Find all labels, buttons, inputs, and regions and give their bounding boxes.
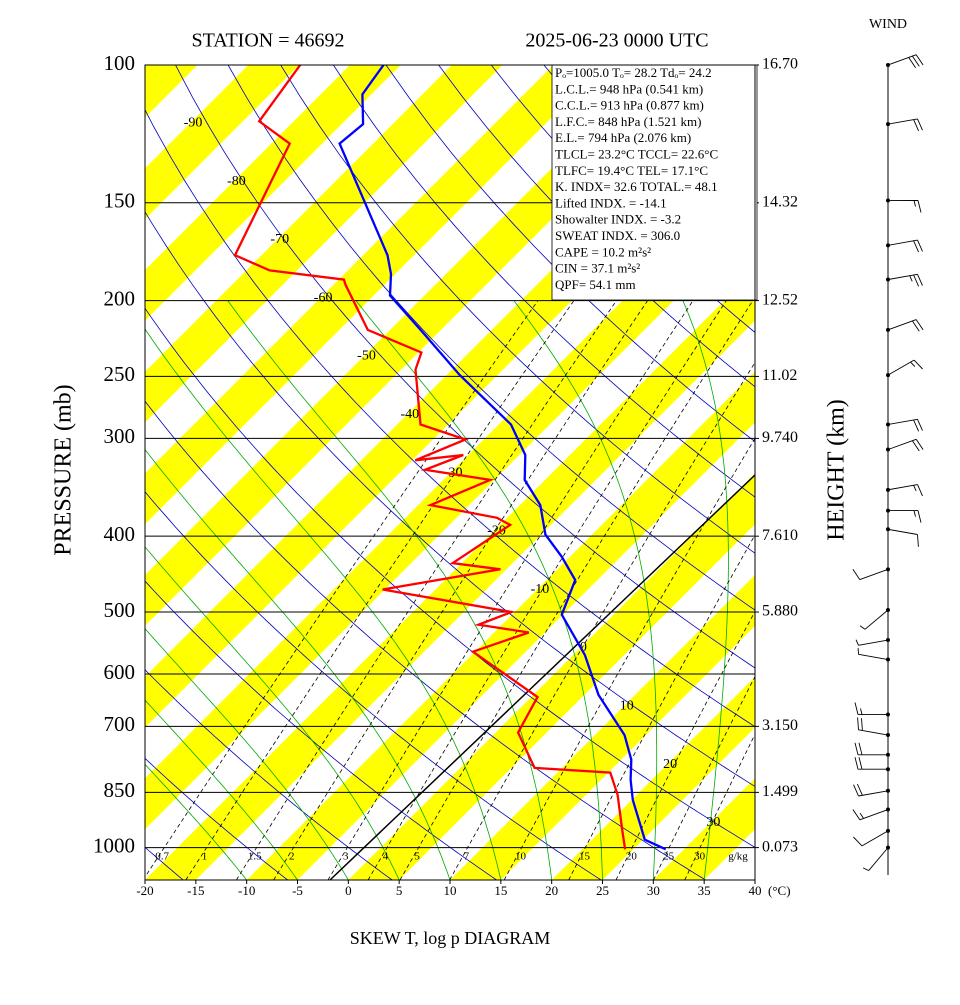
y2-tick-label: 12.52 (762, 291, 798, 308)
info-line: CIN = 37.1 m²s² (555, 261, 640, 276)
y-tick-label: 700 (104, 712, 136, 736)
mixing-ratio-label: 2 (289, 851, 295, 863)
x-tick-label: 20 (545, 883, 558, 898)
mixing-ratio-label: 25 (663, 851, 675, 863)
mixing-ratio-unit: g/kg (728, 851, 748, 863)
isotherm-label: -40 (401, 407, 420, 422)
isotherm-label: -10 (531, 582, 550, 597)
info-line: SWEAT INDX. = 306.0 (555, 228, 680, 243)
mixing-ratio-label: 30 (694, 851, 706, 863)
isotherm-label: 10 (620, 699, 634, 714)
y-tick-label: 200 (104, 286, 136, 310)
isotherm-label: -80 (227, 174, 246, 189)
isotherm-label: 20 (663, 757, 677, 772)
isotherm-label: -60 (314, 290, 333, 305)
y2-tick-label: 0.073 (762, 838, 798, 855)
y2-axis-label: HEIGHT (km) (824, 399, 850, 541)
x-tick-label: 40 (749, 883, 762, 898)
y-tick-label: 400 (104, 522, 136, 546)
info-line: C.C.L.= 913 hPa (0.877 km) (555, 98, 704, 113)
info-line: Pₒ=1005.0 Tₒ= 28.2 Tdₒ= 24.2 (555, 65, 712, 80)
y-axis-label: PRESSURE (mb) (51, 384, 77, 555)
y-tick-label: 500 (104, 598, 136, 622)
y-tick-label: 1000 (93, 833, 135, 857)
info-line: K. INDX= 32.6 TOTAL.= 48.1 (555, 179, 718, 194)
mixing-ratio-label: 20 (626, 851, 638, 863)
x-tick-label: 25 (596, 883, 609, 898)
y2-tick-label: 14.32 (762, 193, 798, 210)
mixing-ratio-label: 1.5 (248, 851, 262, 863)
isotherm-label: -70 (270, 232, 289, 247)
y-tick-label: 100 (104, 51, 136, 75)
x-unit: (°C) (768, 883, 791, 898)
wind-label: WIND (869, 17, 907, 32)
mixing-ratio-label: 0.7 (155, 851, 169, 863)
isotherm-label: -90 (184, 116, 203, 131)
y2-tick-label: 11.02 (762, 367, 797, 384)
x-tick-label: -10 (238, 883, 255, 898)
x-tick-label: 0 (345, 883, 352, 898)
info-line: L.F.C.= 848 hPa (1.521 km) (555, 114, 701, 129)
mixing-ratio-label: 5 (414, 851, 420, 863)
info-line: Showalter INDX. = -3.2 (555, 212, 681, 227)
y2-tick-label: 16.70 (762, 56, 798, 73)
mixing-ratio-label: 7 (464, 851, 470, 863)
x-tick-label: -20 (136, 883, 153, 898)
x-tick-label: 15 (494, 883, 507, 898)
y-tick-label: 150 (104, 189, 136, 213)
mixing-ratio-label: 15 (579, 851, 591, 863)
y-tick-label: 850 (104, 778, 136, 802)
mixing-ratio-label: 4 (383, 851, 389, 863)
mixing-ratio-label: 1 (202, 851, 208, 863)
x-tick-label: 5 (396, 883, 403, 898)
info-line: QPF= 54.1 mm (555, 277, 636, 292)
info-line: E.L.= 794 hPa (2.076 km) (555, 130, 691, 145)
station: STATION = 46692 (191, 30, 344, 52)
info-line: L.C.L.= 948 hPa (0.541 km) (555, 81, 703, 96)
info-line: CAPE = 10.2 m²s² (555, 244, 651, 259)
y2-tick-label: 9.740 (762, 429, 798, 446)
x-tick-label: 10 (444, 883, 457, 898)
y2-tick-label: 7.610 (762, 527, 798, 544)
info-line: TLFC= 19.4°C TEL= 17.1°C (555, 163, 708, 178)
info-line: Lifted INDX. = -14.1 (555, 195, 667, 210)
x-tick-label: 30 (647, 883, 660, 898)
info-line: TLCL= 23.2°C TCCL= 22.6°C (555, 146, 718, 161)
y2-tick-label: 1.499 (762, 783, 798, 800)
x-tick-label: 35 (698, 883, 711, 898)
isotherm-label: 30 (706, 815, 720, 830)
isotherm-label: -50 (357, 349, 376, 364)
x-tick-label: -15 (187, 883, 204, 898)
mixing-ratio-label: 3 (343, 851, 349, 863)
y2-tick-label: 3.150 (762, 717, 798, 734)
y2-tick-label: 5.880 (762, 603, 798, 620)
isotherm-label: -20 (487, 524, 506, 539)
y-tick-label: 600 (104, 660, 136, 684)
mixing-ratio-label: 10 (515, 851, 527, 863)
y-tick-label: 250 (104, 362, 136, 386)
chart-title: SKEW T, log p DIAGRAM (350, 928, 551, 948)
datetime: 2025-06-23 0000 UTC (525, 30, 708, 52)
x-tick-label: -5 (292, 883, 303, 898)
y-tick-label: 300 (104, 424, 136, 448)
